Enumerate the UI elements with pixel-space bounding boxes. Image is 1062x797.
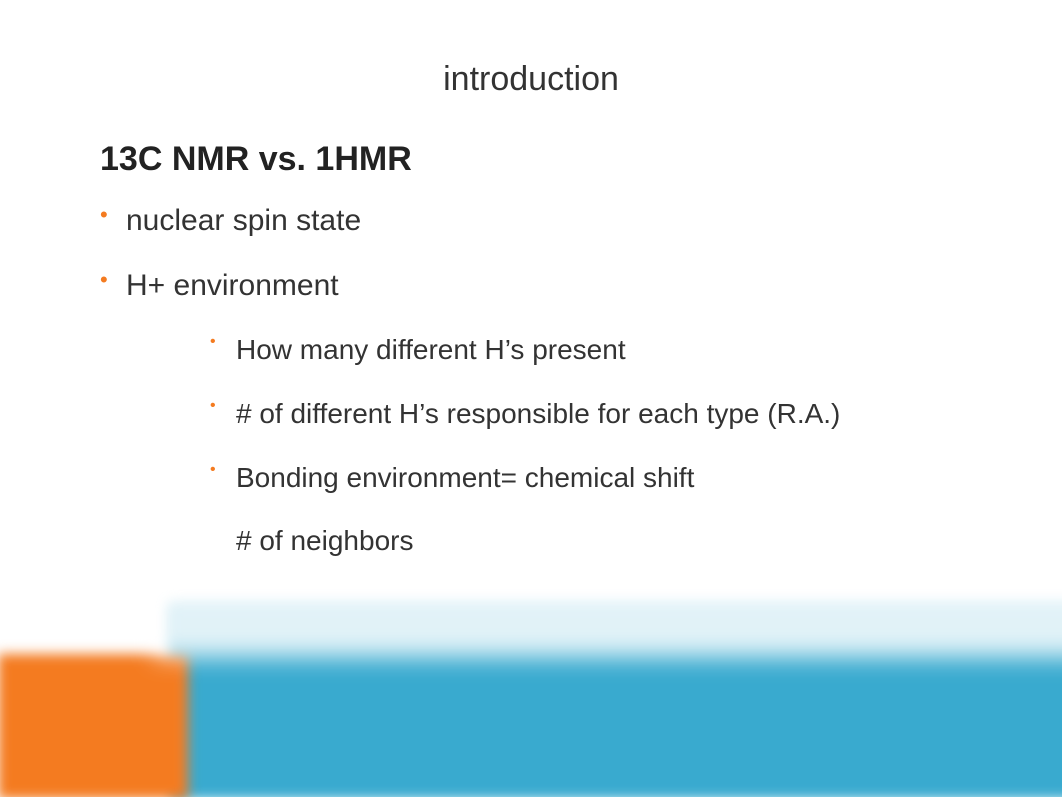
slide: introduction 13C NMR vs. 1HMR nuclear sp… (0, 0, 1062, 797)
decor-white-blur (155, 587, 1062, 657)
bullet-level1: nuclear spin state (100, 201, 962, 240)
bullet-level2: # of neighbors (210, 522, 930, 560)
bullet-level2: # of different H’s responsible for each … (210, 395, 930, 433)
decor-orange-rect (0, 654, 188, 797)
slide-content: 13C NMR vs. 1HMR nuclear spin state H+ e… (100, 140, 962, 586)
bullet-level2: Bonding environment= chemical shift (210, 459, 930, 497)
bullet-level2: How many different H’s present (210, 331, 930, 369)
content-heading: 13C NMR vs. 1HMR (100, 140, 962, 179)
bullet-level1: H+ environment (100, 266, 962, 305)
slide-title: introduction (0, 60, 1062, 99)
